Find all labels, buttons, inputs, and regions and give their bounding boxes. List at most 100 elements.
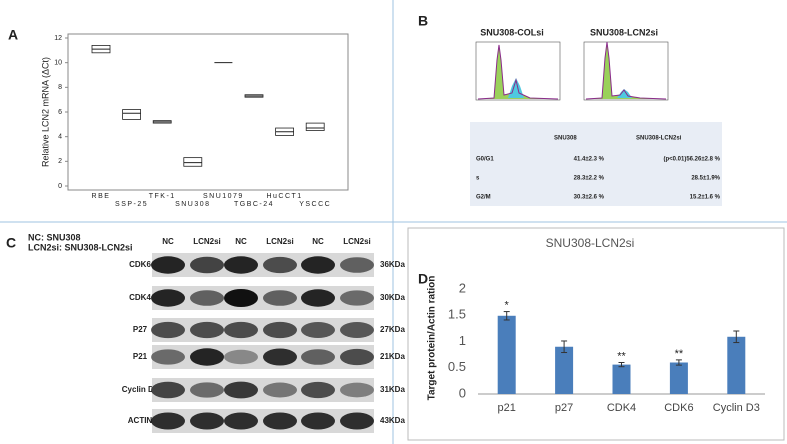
table-cell: 30.3±2.6 % [574,195,605,201]
annotation: ** [617,350,626,362]
box [183,157,203,167]
bar [555,346,574,394]
lane-label: NC [312,237,324,246]
panel-label: B [418,13,428,29]
blot-band [301,381,335,399]
box [305,122,325,131]
blot-band [190,256,224,274]
size-label: 30KDa [380,293,405,302]
blot-band [190,412,224,430]
protein-label: Cyclin D3 [122,385,159,394]
x-tick-label: RBE [92,193,111,200]
panel-label: C [6,235,16,251]
table-header: SNU308-LCN2si [636,136,682,142]
y-tick-label: 1.5 [448,307,466,322]
blot-band [263,256,297,274]
table-cell: G2/M [476,195,491,201]
lane-label: LCN2si [193,237,221,246]
blot-band [224,381,258,399]
panel-label: A [8,27,18,43]
blot-band [263,382,297,398]
y-tick-label: 2 [459,280,466,295]
blot-band [263,321,297,339]
size-label: 21KDa [380,352,405,361]
table-cell: 28.5±1.9% [691,176,720,182]
blot-band [151,412,185,430]
y-tick-label: 0 [459,385,466,400]
protein-label: CDK4 [129,293,151,302]
size-label: 31KDa [380,385,405,394]
size-label: 43KDa [380,416,405,425]
legend-text: NC: SNU308 [28,232,81,242]
y-tick-label: 0 [58,183,62,190]
table-cell: s [476,176,480,182]
blot-band [263,412,297,430]
x-tick-label: SNU308 [175,201,210,208]
blot-band [340,382,374,398]
lane-label: NC [162,237,174,246]
bar [497,315,516,394]
blot-band [224,321,258,339]
table-header: SNU308 [554,136,577,142]
legend-text: LCN2si: SNU308-LCN2si [28,242,133,252]
size-label: 27KDa [380,325,405,334]
y-axis-label: Target protein/Actin ration [427,276,438,401]
x-tick-label: p21 [498,402,516,414]
chart-frame [407,227,785,441]
x-tick-label: HuCCT1 [266,193,302,200]
annotation: * [505,299,510,311]
blot-band [301,256,335,274]
y-tick-label: 0.5 [448,359,466,374]
plot-frame [67,33,349,191]
table-cell: G0/G1 [476,157,494,163]
x-tick-label: CDK4 [607,402,636,414]
blot-band [151,381,185,399]
blot-band [190,321,224,339]
blot-band [340,348,374,366]
blot-band [301,322,335,338]
blot-band [151,349,185,365]
x-tick-label: SSP-25 [115,201,148,208]
annotation: ** [675,348,684,360]
bar [727,336,746,394]
blot-band [224,349,258,365]
y-tick-label: 6 [58,109,62,116]
blot-band [340,290,374,306]
blot-band [224,289,258,307]
blot-band [340,412,374,430]
blot-band [301,412,335,430]
blot-band [340,322,374,338]
y-tick-label: 2 [58,158,62,165]
blot-band [263,348,297,366]
blot-band [301,349,335,365]
y-tick-label: 4 [58,134,62,141]
flow-histogram: SNU308-COLsi SNU308-LCN2si [475,27,669,101]
size-label: 36KDa [380,260,405,269]
panel-label: D [418,271,428,287]
blot-band [190,348,224,366]
table-cell: 28.3±2.2 % [574,176,605,182]
blot-band [340,257,374,273]
protein-label: ACTIN [128,416,153,425]
chart-title: SNU308-LCN2si [546,236,635,250]
table-background [470,122,722,206]
lane-label: LCN2si [266,237,294,246]
protein-label: P21 [133,352,148,361]
y-axis-label: Relative LCN2 mRNA (ΔCt) [40,57,50,167]
x-tick-label: TGBC-24 [234,201,274,208]
table-cell: 41.4±2.3 % [574,157,605,163]
blot-band [151,256,185,274]
x-tick-label: CDK6 [664,402,693,414]
protein-label: P27 [133,325,148,334]
x-tick-label: SNU1079 [203,193,244,200]
blot-band [224,256,258,274]
y-tick-label: 8 [58,84,62,91]
x-tick-label: Cyclin D3 [713,402,760,414]
bar [669,362,688,394]
y-tick-label: 10 [54,60,62,67]
histogram-title: SNU308-LCN2si [590,27,658,37]
x-tick-label: p27 [555,402,573,414]
y-tick-label: 1 [459,333,466,348]
